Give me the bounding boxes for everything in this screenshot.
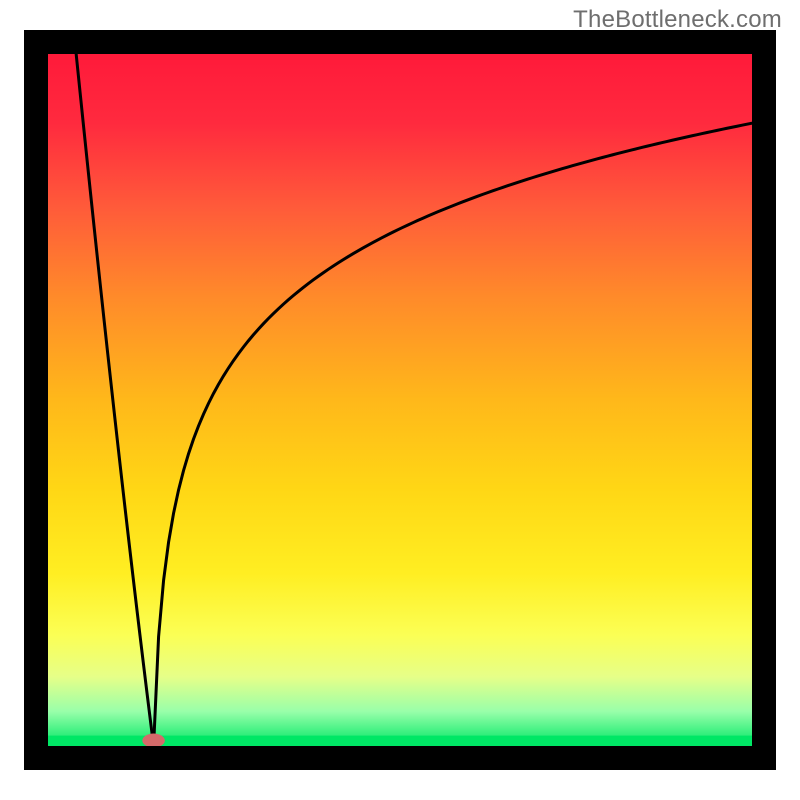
watermark-label: TheBottleneck.com — [573, 6, 782, 34]
chart-svg — [0, 0, 800, 800]
cusp-marker — [142, 734, 165, 748]
gradient-background — [48, 54, 752, 746]
chart-frame: TheBottleneck.com — [0, 0, 800, 800]
